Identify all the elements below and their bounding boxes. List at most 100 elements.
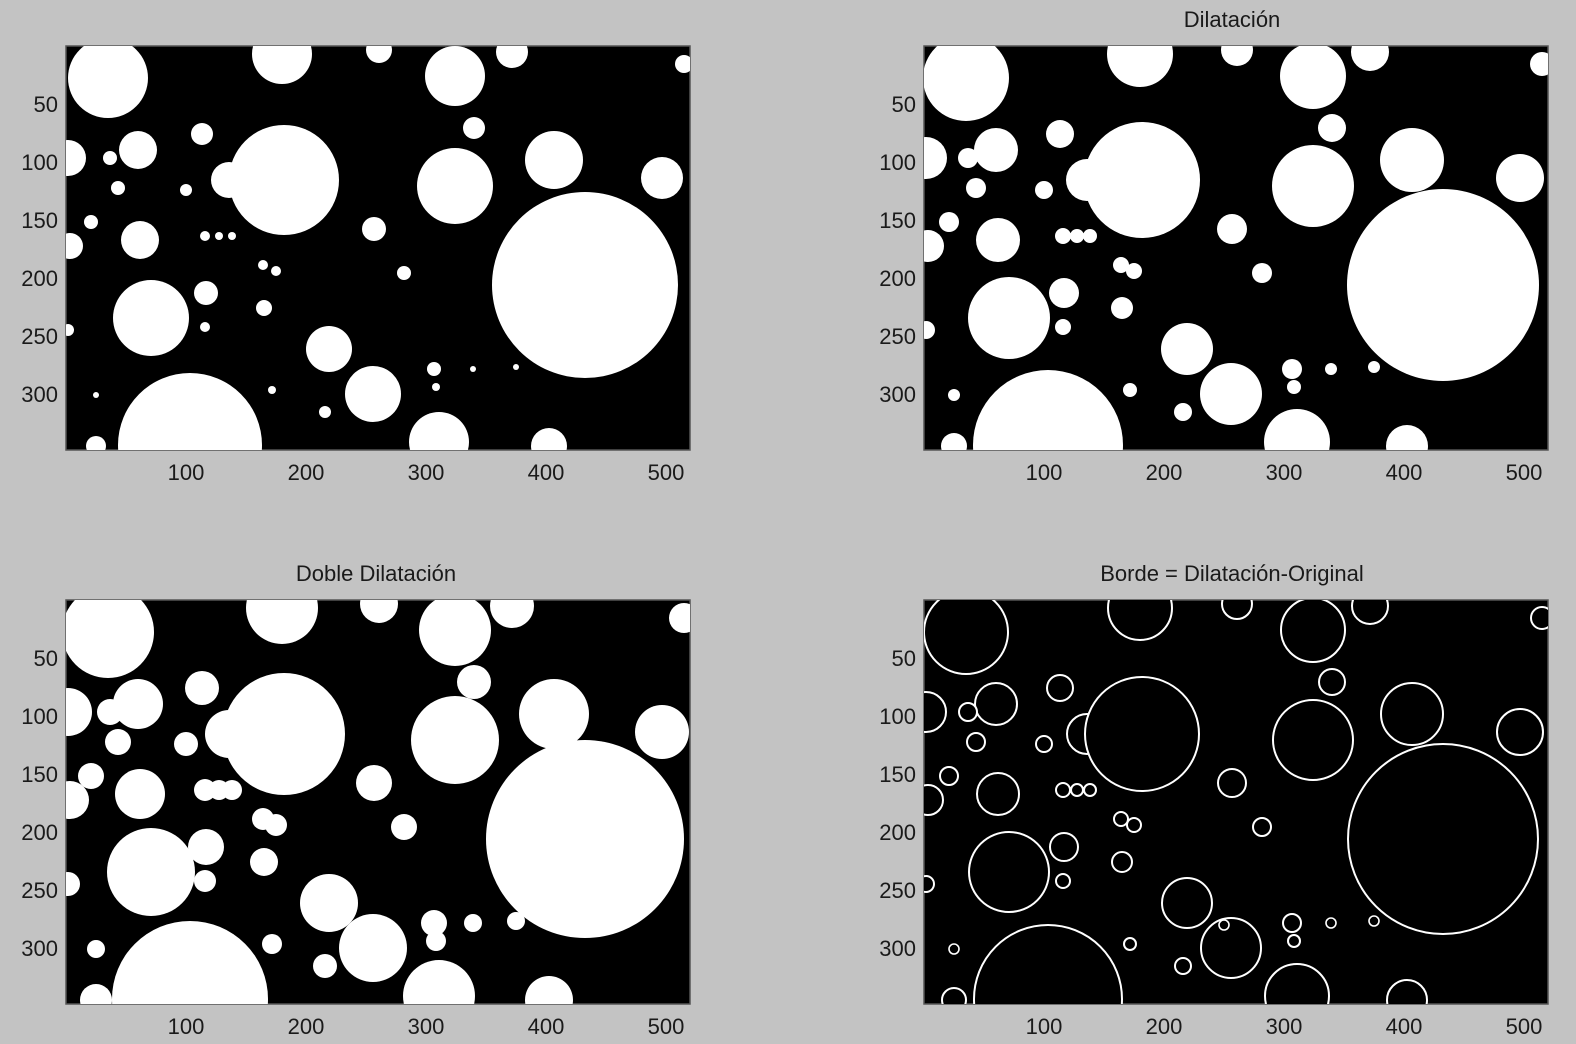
x-tick-label: 500 — [648, 460, 685, 485]
blob — [185, 671, 219, 705]
blob — [103, 151, 117, 165]
blob-edge — [973, 924, 1123, 1004]
y-tick-label: 250 — [879, 324, 916, 349]
blob-edge — [1174, 957, 1192, 975]
blob — [641, 157, 683, 199]
blob-edge — [976, 772, 1020, 816]
blob-edge — [1084, 676, 1200, 792]
blob — [1200, 363, 1262, 425]
y-tick-label: 150 — [21, 208, 58, 233]
y-tick-label: 250 — [21, 878, 58, 903]
x-tick-label: 200 — [288, 1014, 325, 1039]
x-tick-label: 500 — [1506, 1014, 1543, 1039]
blob — [948, 389, 960, 401]
blob — [513, 364, 519, 370]
blob-edge — [1055, 873, 1071, 889]
blob — [115, 769, 165, 819]
blob — [66, 140, 86, 176]
blob — [924, 137, 947, 179]
blob — [531, 428, 567, 450]
y-tick-label: 100 — [21, 704, 58, 729]
blob-edge — [924, 600, 1009, 675]
blob — [66, 781, 89, 819]
blob — [486, 740, 684, 938]
blob-edge — [1218, 919, 1230, 931]
blob — [200, 231, 210, 241]
subplot-doble-dilatacion: Doble Dilatación 100 200 300 400 500 50 … — [21, 561, 691, 1039]
blob-edge — [974, 682, 1018, 726]
blob — [118, 373, 262, 450]
blob — [525, 976, 573, 1004]
y-tick-label: 200 — [21, 266, 58, 291]
blob — [1272, 145, 1354, 227]
blob — [356, 765, 392, 801]
blob — [496, 46, 528, 68]
blob — [1380, 128, 1444, 192]
blob-edge — [1368, 915, 1380, 927]
blob — [339, 914, 407, 982]
blob — [417, 148, 493, 224]
blob-edge — [1347, 743, 1539, 935]
panel-title: Dilatación — [1184, 7, 1281, 32]
blob — [180, 184, 192, 196]
x-tick-label: 100 — [1026, 1014, 1063, 1039]
subplot-original: 100 200 300 400 500 50 100 150 200 250 3… — [21, 45, 691, 485]
blob — [194, 779, 216, 801]
blob — [525, 131, 583, 189]
y-tick-label: 50 — [34, 646, 58, 671]
blob-edge — [1035, 735, 1053, 753]
blob — [105, 729, 131, 755]
blob — [1049, 278, 1079, 308]
blob-edge — [1272, 699, 1354, 781]
blob — [427, 362, 441, 376]
panel-title: Doble Dilatación — [296, 561, 456, 586]
blob — [360, 600, 398, 623]
blob — [319, 406, 331, 418]
y-tick-label: 150 — [879, 762, 916, 787]
blob-edge — [958, 702, 978, 722]
blob — [1126, 263, 1142, 279]
x-tick-label: 100 — [168, 460, 205, 485]
blob — [121, 221, 159, 259]
y-tick-label: 200 — [21, 820, 58, 845]
x-tick-label: 300 — [408, 1014, 445, 1039]
blob-edge — [1049, 832, 1079, 862]
blob — [258, 260, 268, 270]
blob-edge — [1282, 913, 1302, 933]
blob-edge — [924, 691, 947, 733]
x-tick-label: 100 — [1026, 460, 1063, 485]
blob — [1174, 403, 1192, 421]
x-tick-label: 400 — [1386, 460, 1423, 485]
blob-edge — [1126, 817, 1142, 833]
blob — [409, 412, 469, 450]
blob — [363, 368, 369, 374]
blob — [1217, 214, 1247, 244]
blob — [464, 914, 482, 932]
blob — [215, 232, 223, 240]
blob-edge — [1046, 674, 1074, 702]
blob — [966, 178, 986, 198]
x-tick-label: 200 — [1146, 1014, 1183, 1039]
blob — [391, 814, 417, 840]
blob — [268, 386, 276, 394]
blob — [200, 322, 210, 332]
blob-edge — [941, 987, 967, 1004]
blob-edge — [924, 784, 944, 816]
blob-edge — [1113, 811, 1129, 827]
blob — [1161, 323, 1213, 375]
blob — [300, 874, 358, 932]
blob — [80, 984, 112, 1004]
blob — [262, 934, 282, 954]
x-tick-label: 300 — [1266, 1014, 1303, 1039]
blob — [111, 181, 125, 195]
blob-edge — [1287, 934, 1301, 948]
blob — [507, 912, 525, 930]
x-tick-label: 500 — [1506, 460, 1543, 485]
blob — [421, 910, 447, 936]
subplot-dilatacion: Dilatación 100 200 300 400 500 50 100 15… — [879, 7, 1549, 485]
blob — [1264, 409, 1330, 450]
blob — [252, 46, 312, 84]
x-tick-label: 200 — [288, 460, 325, 485]
blob — [84, 215, 98, 229]
